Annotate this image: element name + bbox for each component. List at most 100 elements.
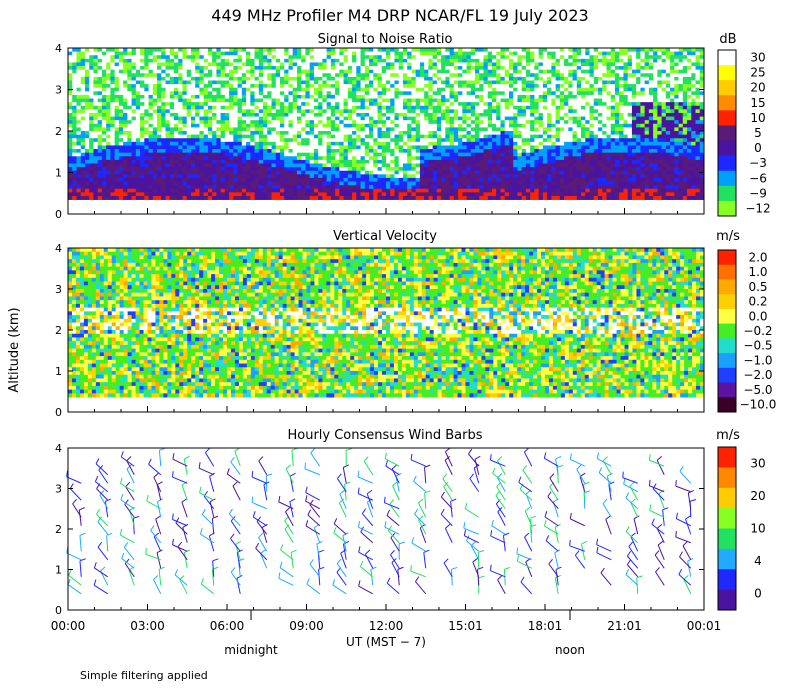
snr-cell: [114, 105, 120, 110]
snr-cell: [309, 94, 315, 99]
snr-cell: [212, 102, 217, 107]
snr-cell: [284, 112, 289, 117]
snr-cell: [220, 102, 226, 107]
snr-cell: [377, 116, 383, 121]
snr-cell: [152, 76, 158, 81]
snr-cell: [271, 174, 277, 179]
snr-cell: [212, 76, 217, 81]
snr-cell: [80, 105, 86, 110]
snr-cell: [80, 177, 86, 182]
snr-cell: [118, 131, 124, 136]
snr-cell: [394, 116, 400, 121]
snr-cell: [415, 48, 421, 53]
snr-cell: [551, 66, 556, 71]
snr-cell: [178, 109, 183, 114]
snr-cell: [441, 69, 446, 74]
snr-cell: [246, 84, 251, 89]
snr-cell: [419, 188, 425, 193]
snr-cell: [504, 152, 510, 157]
snr-cell: [165, 167, 171, 172]
snr-cell: [76, 102, 82, 107]
snr-cell: [178, 62, 183, 67]
snr-cell: [301, 73, 306, 78]
snr-cell: [237, 138, 243, 143]
snr-cell: [453, 91, 459, 96]
snr-cell: [212, 177, 217, 182]
snr-cell: [89, 156, 94, 161]
snr-cell: [212, 62, 217, 67]
snr-cell: [152, 152, 158, 157]
snr-cell: [462, 149, 467, 154]
snr-cell: [559, 73, 565, 78]
snr-cell: [76, 149, 82, 154]
snr-cell: [123, 127, 128, 132]
snr-cell: [390, 116, 395, 121]
snr-cell: [530, 58, 535, 63]
snr-cell: [135, 105, 141, 110]
snr-cell: [364, 134, 370, 139]
snr-cell: [288, 123, 294, 128]
snr-cell: [233, 123, 238, 128]
snr-cell: [152, 48, 158, 53]
snr-cell: [470, 98, 476, 103]
snr-cell: [398, 174, 404, 179]
snr-cell: [207, 185, 213, 190]
snr-cell: [195, 109, 200, 114]
snr-cell: [84, 69, 90, 74]
snr-cell: [267, 98, 272, 103]
snr-cell: [263, 134, 268, 139]
snr-cell: [364, 102, 370, 107]
snr-cell: [568, 134, 573, 139]
snr-cell: [89, 159, 94, 164]
snr-cell: [76, 127, 82, 132]
snr-cell: [161, 112, 166, 117]
snr-cell: [237, 58, 243, 63]
snr-cell: [80, 73, 86, 78]
snr-cell: [415, 131, 421, 136]
snr-cell: [568, 87, 573, 92]
snr-cell: [301, 177, 306, 182]
snr-cell: [220, 134, 226, 139]
snr-cell: [534, 131, 540, 136]
snr-cell: [174, 80, 179, 85]
snr-cell: [322, 181, 328, 186]
snr-cell: [390, 134, 395, 139]
snr-cell: [93, 62, 99, 67]
snr-cell: [381, 174, 387, 179]
snr-cell: [322, 170, 328, 175]
snr-cell: [369, 66, 374, 71]
snr-cell: [441, 159, 446, 164]
snr-cell: [441, 48, 446, 53]
snr-cell: [386, 76, 391, 81]
snr-cell: [89, 98, 94, 103]
snr-cell: [241, 102, 247, 107]
snr-cell: [292, 152, 298, 157]
snr-cell: [445, 149, 450, 154]
snr-cell: [288, 177, 294, 182]
snr-cell: [356, 149, 361, 154]
snr-cell: [301, 167, 306, 172]
snr-cell: [271, 134, 277, 139]
snr-cell: [123, 177, 128, 182]
snr-cell: [174, 84, 179, 89]
snr-cell: [101, 80, 107, 85]
snr-cell: [186, 55, 192, 60]
snr-cell: [356, 80, 361, 85]
snr-cell: [165, 149, 171, 154]
snr-cell: [521, 94, 527, 99]
snr-cell: [538, 98, 544, 103]
snr-cell: [165, 181, 171, 186]
snr-cell: [402, 69, 408, 74]
snr-cell: [360, 174, 366, 179]
snr-cell: [157, 177, 162, 182]
snr-cell: [419, 58, 425, 63]
snr-cell: [407, 127, 412, 132]
snr-cell: [326, 58, 332, 63]
snr-cell: [500, 105, 506, 110]
snr-cell: [322, 188, 328, 193]
snr-cell: [93, 195, 99, 200]
snr-cell: [246, 174, 251, 179]
snr-cell: [483, 134, 489, 139]
snr-cell: [258, 138, 264, 143]
snr-cell: [402, 159, 408, 164]
